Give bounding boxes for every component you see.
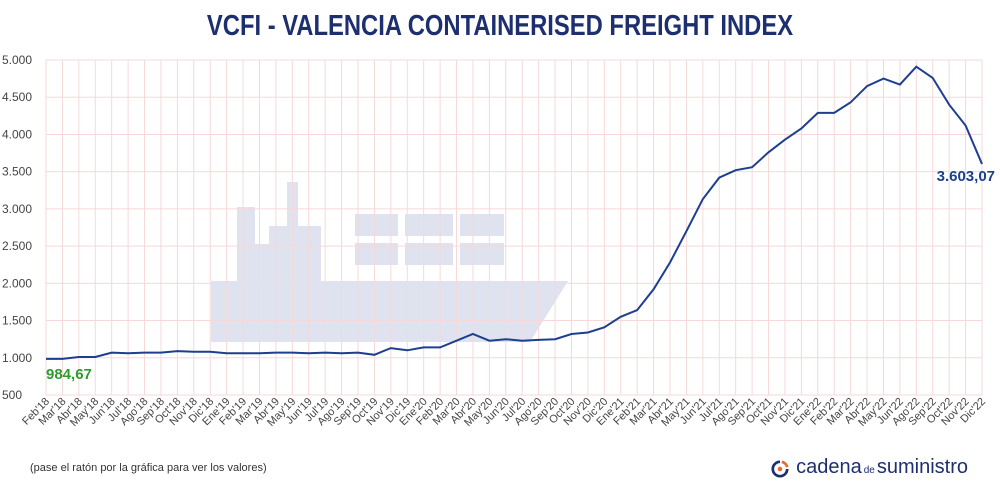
- data-point[interactable]: [698, 194, 708, 204]
- start-value-label: 984,67: [46, 366, 92, 383]
- data-point[interactable]: [156, 348, 166, 358]
- data-point[interactable]: [566, 329, 576, 339]
- brand-text-cadena: cadena: [796, 456, 862, 478]
- data-point[interactable]: [911, 62, 921, 72]
- y-tick-label: 1.000: [2, 351, 32, 365]
- data-point[interactable]: [583, 327, 593, 337]
- brand-text-suministro: suministro: [876, 456, 968, 478]
- brand-icon: [771, 460, 789, 478]
- data-point[interactable]: [599, 322, 609, 332]
- data-point[interactable]: [287, 348, 297, 358]
- y-tick-label: 5.000: [2, 53, 32, 67]
- data-point[interactable]: [74, 352, 84, 362]
- data-point[interactable]: [402, 345, 412, 355]
- data-point[interactable]: [731, 165, 741, 175]
- ship-cabin: [269, 226, 321, 281]
- hover-hint: (pase el ratón por la gráfica para ver l…: [30, 462, 267, 474]
- data-point[interactable]: [90, 352, 100, 362]
- data-point[interactable]: [681, 226, 691, 236]
- data-point[interactable]: [895, 80, 905, 90]
- data-point[interactable]: [205, 347, 215, 357]
- data-point[interactable]: [107, 348, 117, 358]
- data-point[interactable]: [172, 346, 182, 356]
- data-point[interactable]: [944, 100, 954, 110]
- data-point[interactable]: [386, 343, 396, 353]
- y-tick-label: 3.500: [2, 165, 32, 179]
- data-point[interactable]: [714, 173, 724, 183]
- chart-title: VCFI - VALENCIA CONTAINERISED FREIGHT IN…: [206, 10, 794, 42]
- data-point[interactable]: [550, 334, 560, 344]
- data-point[interactable]: [796, 123, 806, 133]
- container-3: [460, 214, 504, 236]
- series-line[interactable]: [46, 65, 983, 360]
- data-point[interactable]: [616, 312, 626, 322]
- data-point[interactable]: [780, 135, 790, 145]
- y-tick-label: 2.000: [2, 276, 32, 290]
- y-tick-label: 2.500: [2, 239, 32, 253]
- data-point[interactable]: [764, 147, 774, 157]
- container-1: [355, 214, 398, 236]
- y-tick-label: 3.000: [2, 202, 32, 216]
- ship-watermark: [211, 182, 568, 342]
- container-4: [355, 243, 398, 265]
- data-point[interactable]: [222, 348, 232, 358]
- x-axis-ticks: Feb'18Mar'18Abr'18May'18Jun'18Jul'18Ago'…: [20, 396, 988, 429]
- data-point[interactable]: [320, 348, 330, 358]
- ship-bridge-mid: [255, 244, 269, 281]
- data-point[interactable]: [41, 354, 51, 364]
- ship-bridge-top: [237, 207, 255, 281]
- data-point[interactable]: [369, 350, 379, 360]
- container-5: [405, 243, 453, 265]
- ship-hull: [211, 281, 568, 342]
- container-6: [460, 243, 504, 265]
- data-point[interactable]: [140, 348, 150, 358]
- data-point[interactable]: [419, 342, 429, 352]
- data-point[interactable]: [304, 348, 314, 358]
- data-point[interactable]: [353, 348, 363, 358]
- data-point[interactable]: [846, 97, 856, 107]
- y-tick-label: 4.000: [2, 127, 32, 141]
- data-point[interactable]: [747, 162, 757, 172]
- data-point[interactable]: [238, 348, 248, 358]
- data-point[interactable]: [468, 329, 478, 339]
- end-value-label: 3.603,07: [937, 168, 995, 185]
- data-point[interactable]: [254, 348, 264, 358]
- data-point[interactable]: [452, 336, 462, 346]
- data-point[interactable]: [961, 121, 971, 131]
- data-point[interactable]: [813, 108, 823, 118]
- data-point[interactable]: [337, 348, 347, 358]
- brand-text-de: de: [863, 465, 875, 476]
- y-tick-label: 500: [2, 388, 22, 402]
- y-tick-label: 1.500: [2, 314, 32, 328]
- container-2: [405, 214, 453, 236]
- data-point[interactable]: [665, 257, 675, 267]
- data-point[interactable]: [435, 342, 445, 352]
- data-point[interactable]: [501, 334, 511, 344]
- data-point[interactable]: [189, 347, 199, 357]
- data-point[interactable]: [57, 354, 67, 364]
- data-point[interactable]: [632, 305, 642, 315]
- data-point[interactable]: [484, 336, 494, 346]
- data-point[interactable]: [878, 74, 888, 84]
- data-point[interactable]: [649, 284, 659, 294]
- brand-logo: cadena de suministro: [771, 456, 968, 482]
- grid-lines: [45, 59, 983, 396]
- data-point[interactable]: [534, 335, 544, 345]
- y-tick-label: 4.500: [2, 90, 32, 104]
- data-point[interactable]: [862, 81, 872, 91]
- data-point[interactable]: [928, 73, 938, 83]
- y-axis-ticks: 5.000 4.500 4.000 3.500 3.000 2.500 2.000 1.500…: [2, 53, 32, 402]
- data-point[interactable]: [517, 336, 527, 346]
- data-point[interactable]: [271, 348, 281, 358]
- data-point[interactable]: [123, 348, 133, 358]
- data-point[interactable]: [829, 108, 839, 118]
